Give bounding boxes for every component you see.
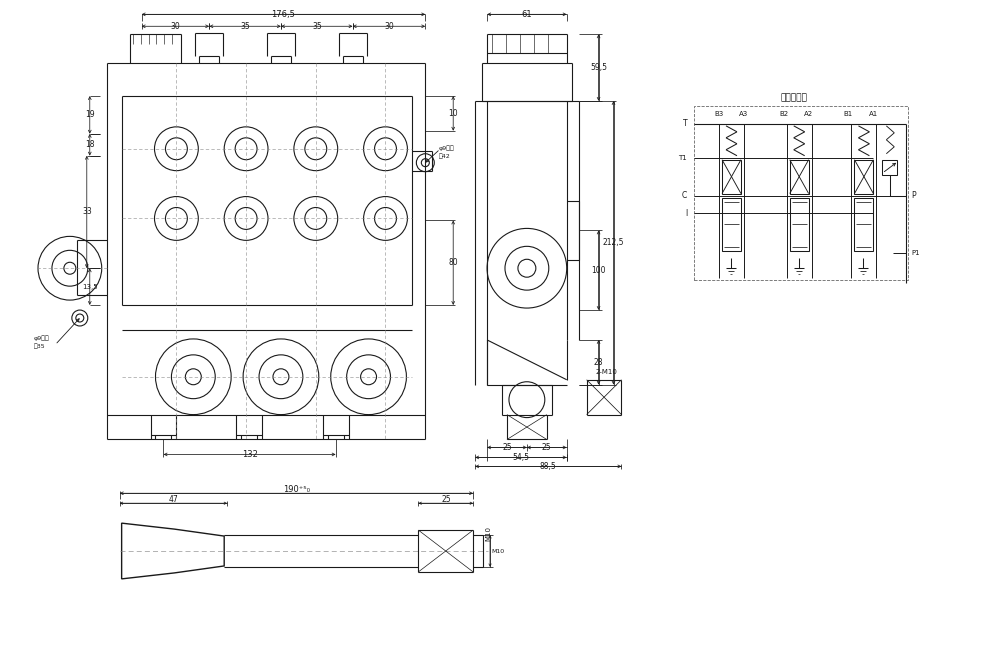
Text: 25: 25 bbox=[441, 495, 451, 504]
Text: B1: B1 bbox=[844, 111, 853, 117]
Text: 25: 25 bbox=[502, 443, 512, 452]
Text: 30: 30 bbox=[171, 22, 180, 31]
Text: P: P bbox=[911, 191, 916, 200]
Bar bbox=[854, 160, 873, 194]
Text: T: T bbox=[683, 119, 687, 128]
Text: C: C bbox=[682, 191, 687, 200]
Text: A2: A2 bbox=[804, 111, 813, 117]
Text: 深35: 深35 bbox=[34, 343, 46, 349]
Text: φ9盲孔: φ9盲孔 bbox=[438, 145, 454, 150]
Text: 176,5: 176,5 bbox=[271, 10, 295, 19]
Bar bbox=[882, 160, 897, 175]
Text: 35: 35 bbox=[240, 22, 250, 31]
Text: φ9盲孔: φ9盲孔 bbox=[34, 335, 50, 341]
Text: B2: B2 bbox=[779, 111, 788, 117]
Text: M10: M10 bbox=[485, 526, 491, 541]
Text: P1: P1 bbox=[911, 250, 920, 256]
Text: T1: T1 bbox=[678, 155, 687, 161]
Text: 18: 18 bbox=[85, 140, 95, 149]
Text: 59,5: 59,5 bbox=[590, 63, 607, 72]
Text: 30: 30 bbox=[384, 22, 394, 31]
Text: 47: 47 bbox=[169, 495, 178, 504]
Text: A3: A3 bbox=[739, 111, 749, 117]
Text: B3: B3 bbox=[714, 111, 724, 117]
Text: 100: 100 bbox=[591, 266, 606, 275]
Text: 深42: 深42 bbox=[438, 153, 450, 159]
Bar bbox=[854, 197, 873, 252]
Text: 10: 10 bbox=[448, 109, 458, 118]
Text: 88,5: 88,5 bbox=[540, 462, 557, 471]
Bar bbox=[722, 197, 741, 252]
Text: 液压原理图: 液压原理图 bbox=[780, 94, 807, 103]
Bar bbox=[790, 197, 809, 252]
Text: 33: 33 bbox=[82, 208, 92, 217]
Text: I: I bbox=[685, 209, 687, 218]
Bar bbox=[722, 160, 741, 194]
Text: M10: M10 bbox=[491, 548, 505, 553]
Text: 35: 35 bbox=[312, 22, 322, 31]
Text: 132: 132 bbox=[242, 450, 258, 459]
Text: 2-M10: 2-M10 bbox=[596, 369, 617, 375]
Text: 212,5: 212,5 bbox=[603, 239, 624, 247]
Text: 19: 19 bbox=[85, 110, 95, 119]
Bar bbox=[694, 106, 908, 280]
Text: 80: 80 bbox=[448, 258, 458, 267]
Text: 190⁺⁵₀: 190⁺⁵₀ bbox=[283, 485, 310, 494]
Text: 13,5: 13,5 bbox=[82, 284, 98, 290]
Text: 61: 61 bbox=[522, 10, 532, 19]
Text: 28: 28 bbox=[594, 358, 603, 367]
Bar bbox=[790, 160, 809, 194]
Text: 25: 25 bbox=[542, 443, 552, 452]
Text: A1: A1 bbox=[869, 111, 878, 117]
Text: 54,5: 54,5 bbox=[512, 453, 529, 462]
